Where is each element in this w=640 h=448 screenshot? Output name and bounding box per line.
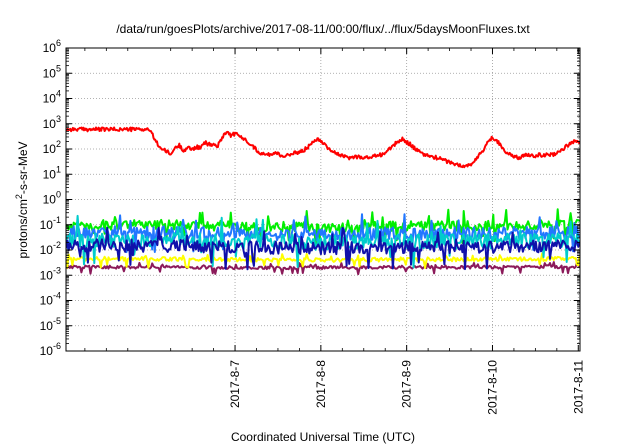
plot-frame [65,47,581,352]
y-axis-label-main: protons/cm [16,199,30,258]
y-tick-label-base: 10 [43,167,57,181]
y-axis-label-tail: -s-sr-MeV [16,141,30,194]
x-axis-label: Coordinated Universal Time (UTC) [231,430,415,444]
y-tick-label-base: 10 [43,142,57,156]
x-axis-ticks: 2017-8-7 2017-8-8 2017-8-9 2017-8-10 2017-8-… [84,48,585,415]
x-tick-label: 2017-8-11 [571,360,585,414]
y-tick-label: 102 [43,139,61,156]
y-tick-label: 100 [43,190,61,207]
y-tick-label-base: 10 [40,319,54,333]
series-line [66,226,580,271]
y-tick-label-exponent: 4 [56,89,61,99]
y-tick-label-exponent: 0 [56,190,61,200]
y-tick-label-exponent: -4 [53,291,61,301]
y-tick-label-exponent: 3 [56,114,61,124]
x-tick-label: 2017-8-9 [400,360,414,408]
y-tick-label-exponent: -2 [53,240,61,250]
gridlines [66,48,580,351]
y-tick-label: 10-6 [40,341,61,358]
y-tick-label-exponent: 6 [56,38,61,48]
y-tick-label-base: 10 [43,66,57,80]
y-tick-label-exponent: -1 [53,215,61,225]
series-line [66,208,580,246]
chart-title: /data/run/goesPlots/archive/2017-08-11/0… [116,22,530,36]
y-tick-label-base: 10 [43,117,57,131]
y-tick-label: 10-2 [40,240,61,257]
y-tick-label: 10-3 [40,265,61,282]
y-tick-label-base: 10 [40,344,54,358]
y-tick-label: 101 [43,164,61,181]
series-layer [66,126,580,276]
y-tick-label: 106 [43,38,61,55]
y-tick-label-base: 10 [43,41,57,55]
x-tick-label: 2017-8-7 [228,360,242,408]
y-tick-label-base: 10 [40,268,54,282]
y-tick-label: 10-1 [40,215,61,232]
y-axis-label-superscript: 2 [14,194,24,199]
y-tick-label-base: 10 [43,92,57,106]
y-axis-label: protons/cm2-s-sr-MeV [14,141,30,258]
y-tick-label-base: 10 [43,193,57,207]
y-tick-label-exponent: -3 [53,265,61,275]
y-tick-label: 10-5 [40,316,61,333]
series-line [66,261,580,276]
y-tick-label-base: 10 [40,218,54,232]
x-tick-label: 2017-8-10 [485,360,499,415]
y-axis-ticks: 10-610-510-410-310-210-11001011021031041… [40,38,580,358]
y-tick-label-base: 10 [40,243,54,257]
y-tick-label-exponent: 5 [56,63,61,73]
series-line [66,126,580,169]
y-tick-label-exponent: 1 [56,164,61,174]
y-tick-label-exponent: -5 [53,316,61,326]
y-tick-label-exponent: -6 [53,341,61,351]
series-line [66,252,580,269]
x-tick-label: 2017-8-8 [314,360,328,408]
y-tick-label: 104 [43,89,61,106]
y-tick-label-base: 10 [40,294,54,308]
y-tick-label: 105 [43,63,61,80]
y-tick-label-exponent: 2 [56,139,61,149]
y-tick-label: 103 [43,114,61,131]
y-tick-label: 10-4 [40,291,61,308]
